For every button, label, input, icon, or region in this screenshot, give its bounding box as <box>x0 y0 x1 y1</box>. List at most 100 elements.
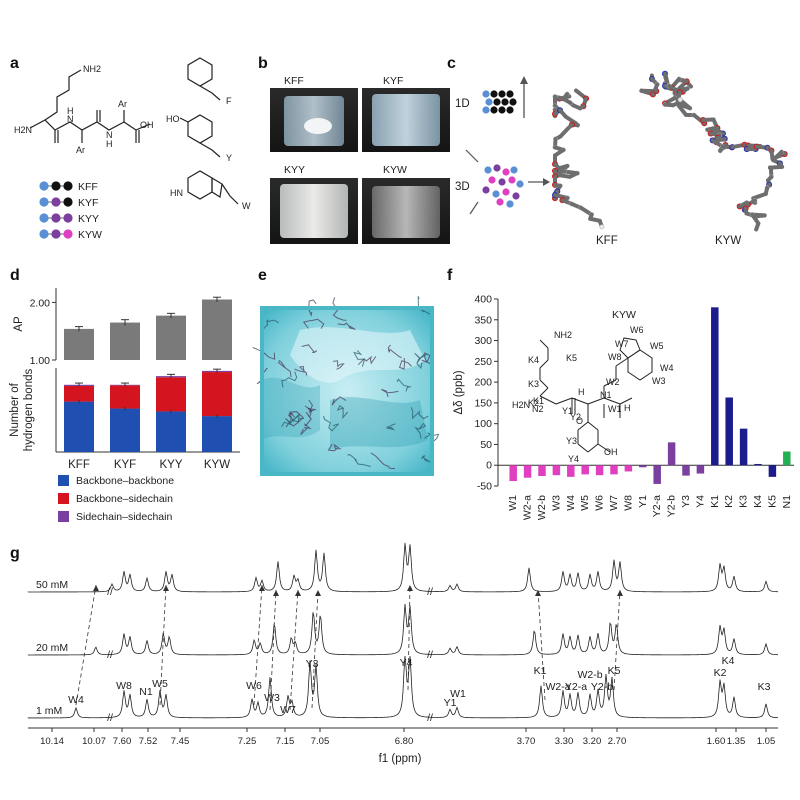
nmr-peak-label: W2-b <box>577 669 602 681</box>
peptide-strand <box>277 360 292 378</box>
assembly-dot <box>502 168 510 176</box>
nmr-peak-label: W1 <box>450 688 466 700</box>
inset-atom-label: OH <box>604 447 618 457</box>
inset-atom-label: K1 <box>533 396 544 406</box>
peptide-legend-label: KYW <box>78 229 102 241</box>
inset-bond <box>619 397 633 405</box>
f-bar <box>754 463 762 466</box>
peptide-strand <box>252 346 276 360</box>
inset-bond <box>615 357 629 367</box>
kff-molecular-structure <box>552 73 660 230</box>
assembly-dot <box>485 98 493 106</box>
inset-atom-label: Y3 <box>566 436 577 446</box>
peptide-strand <box>323 415 340 432</box>
panel-label-g: g <box>10 545 20 562</box>
bond-stick <box>555 172 572 179</box>
peak-shift-arrowhead <box>535 590 541 596</box>
assembly-dot <box>498 178 506 186</box>
peptide-strand <box>332 297 347 321</box>
panel-label-e: e <box>258 267 267 284</box>
nmr-peak-label: K5 <box>608 665 621 677</box>
f-category-label: W7 <box>608 495 620 511</box>
hbond-bar-segment <box>110 408 140 452</box>
nmr-x-tick-label: 7.25 <box>238 736 257 747</box>
peptide-backbone <box>29 119 125 131</box>
peptide-legend-dot <box>39 229 49 239</box>
f-category-label: W6 <box>594 495 606 511</box>
f-category-label: K4 <box>752 495 764 508</box>
assembly-dot <box>484 166 492 174</box>
inset-atom-label: K3 <box>528 379 539 389</box>
nmr-peak-label: K1 <box>534 665 547 677</box>
peptide-strand <box>353 350 365 367</box>
assembly-dot <box>488 176 496 184</box>
kyw-inset-title: KYW <box>612 309 636 321</box>
nmr-x-tick-label: 7.60 <box>113 736 132 747</box>
category-tick-label: KYF <box>114 459 136 471</box>
peak-shift-guide <box>311 589 319 709</box>
inset-atom-label: W6 <box>630 325 644 335</box>
inset-atom-label: NH2 <box>554 330 572 340</box>
hbond-legend-label: Backbone–sidechain <box>76 493 173 505</box>
f-category-label: W3 <box>550 495 562 511</box>
inset-atom-label: H <box>578 387 585 397</box>
inset-bond <box>603 379 617 387</box>
f-category-label: W4 <box>565 495 577 511</box>
ar-label-1: Ar <box>76 145 85 155</box>
f-bar <box>595 465 604 476</box>
peak-shift-arrowhead <box>407 585 413 591</box>
peptide-legend-dot <box>51 197 61 207</box>
lysine-chain <box>44 69 82 121</box>
inset-atom-label: W2 <box>606 377 620 387</box>
hbond-legend-swatch <box>58 475 69 486</box>
peptide-legend-dot <box>51 229 61 239</box>
ap-y-tick-label: 2.00 <box>30 297 51 309</box>
nmr-peak-label: Y2-a <box>565 681 587 693</box>
nmr-peak-label: W5 <box>152 678 168 690</box>
structure-label-KYW: KYW <box>715 235 741 247</box>
phenol-ring-Y <box>187 114 213 144</box>
f-category-label: Y4 <box>694 495 706 508</box>
peptide-strand <box>421 352 433 367</box>
nmr-trace-label: 20 mM <box>36 642 68 654</box>
side-chain-F-label: F <box>226 96 232 106</box>
peak-shift-guide <box>613 589 621 691</box>
inset-bond <box>539 387 549 397</box>
panel-label-c: c <box>447 55 456 72</box>
inset-atom-label: W5 <box>650 341 664 351</box>
panel-label-b: b <box>258 55 268 72</box>
phenyl-ring-F <box>187 57 213 87</box>
peptide-strand <box>262 319 279 331</box>
peptide-legend-dot <box>63 213 73 223</box>
f-y-tick-label: 250 <box>474 356 492 368</box>
peptide-strand <box>331 396 347 406</box>
f-bar <box>711 307 719 466</box>
peptide-strand <box>414 352 428 361</box>
assembly-dot <box>493 98 501 106</box>
nmr-trace-20mm <box>27 603 779 656</box>
ar-label-2: Ar <box>118 99 127 109</box>
side-chain-Y-label: Y <box>226 153 232 163</box>
peak-shift-arrowhead <box>163 585 169 591</box>
inset-pyrrole-ring <box>619 337 641 359</box>
assembly-dot <box>512 192 520 200</box>
bond-stick <box>751 191 768 201</box>
nmr-peak-label: K3 <box>758 681 771 693</box>
f-category-label: W5 <box>579 495 591 511</box>
kyw-molecular-structure <box>662 70 788 232</box>
assembly-dot <box>506 200 514 208</box>
chart-g: 50 mM 20 mM 1 mM // // // // // // 10.14 10.07 7.60… <box>27 542 779 765</box>
inset-bond <box>577 443 589 453</box>
peptide-strand <box>300 423 312 435</box>
f-bar <box>653 465 661 484</box>
assembly-dot <box>516 180 524 188</box>
f-bar <box>725 397 733 466</box>
ap-y-label: AP <box>13 316 25 332</box>
peak-shift-arrowhead <box>617 590 623 596</box>
f-category-label: W1 <box>507 495 519 511</box>
nh-right-label: N <box>106 130 113 140</box>
peak-shift-guide <box>75 584 97 706</box>
hbond-legend-swatch <box>58 511 69 522</box>
inset-bond <box>587 443 599 453</box>
